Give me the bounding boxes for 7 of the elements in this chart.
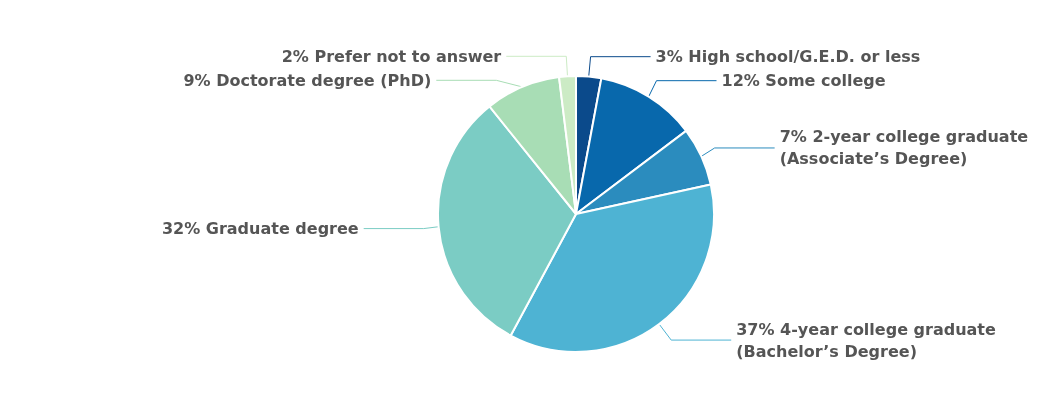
slice-label: 7% 2-year college graduate (Associate’s Degree) bbox=[779, 127, 1034, 169]
slice-label: 3% High school/G.E.D. or less bbox=[655, 47, 921, 67]
slice-label: 32% Graduate degree bbox=[161, 219, 359, 239]
slice-label: 12% Some college bbox=[721, 71, 886, 91]
slice-label: 9% Doctorate degree (PhD) bbox=[183, 70, 432, 90]
slice-label: 37% 4-year college graduate (Bachelor’s Degree) bbox=[736, 319, 1002, 361]
slice-label: 2% Prefer not to answer bbox=[281, 46, 502, 66]
